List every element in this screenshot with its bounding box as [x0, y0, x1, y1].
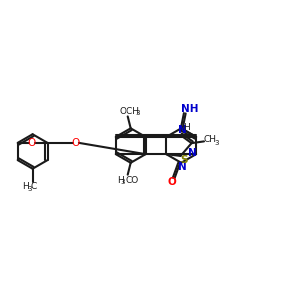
- Text: 3: 3: [214, 140, 218, 146]
- Text: 3: 3: [121, 179, 125, 185]
- Text: H: H: [183, 123, 190, 132]
- Text: O: O: [27, 138, 35, 148]
- Text: 3: 3: [27, 186, 32, 192]
- Text: O: O: [71, 138, 80, 148]
- Text: H: H: [22, 182, 29, 191]
- Text: N: N: [188, 148, 197, 158]
- Text: H: H: [117, 176, 124, 184]
- Text: NH: NH: [181, 104, 198, 114]
- Text: CO: CO: [125, 176, 139, 184]
- Text: N: N: [178, 162, 187, 172]
- Text: CH: CH: [203, 135, 217, 144]
- Text: O: O: [167, 177, 176, 187]
- Text: N: N: [178, 125, 187, 135]
- Text: C: C: [31, 182, 37, 191]
- Text: S: S: [181, 154, 188, 164]
- Text: 3: 3: [135, 110, 140, 116]
- Text: OCH: OCH: [119, 106, 139, 116]
